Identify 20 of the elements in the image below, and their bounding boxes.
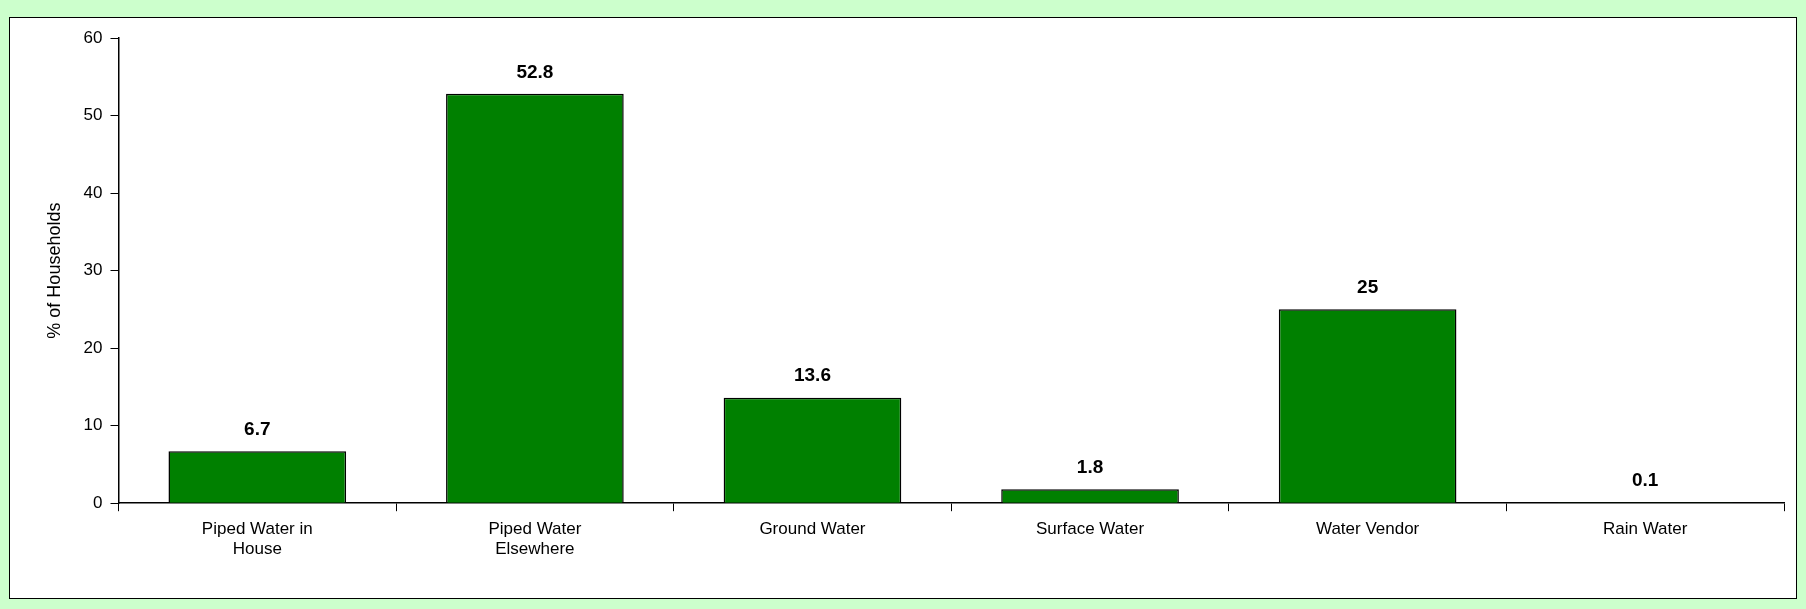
- x-tick-label: Ground Water: [759, 519, 866, 539]
- data-label: 52.8: [516, 60, 554, 82]
- y-tick-label: 10: [83, 415, 103, 435]
- x-tick-label: Piped Water in House: [201, 519, 313, 559]
- y-axis-title: % of Households: [43, 202, 64, 339]
- y-tick-label: 50: [83, 105, 103, 125]
- data-label: 13.6: [793, 364, 831, 386]
- y-tick-label: 20: [83, 337, 103, 357]
- x-tick-label: Surface Water: [1036, 519, 1145, 539]
- data-label: 1.8: [1076, 455, 1104, 477]
- y-tick-label: 40: [83, 182, 103, 202]
- data-label: 25: [1357, 276, 1379, 298]
- y-tick-label: 60: [83, 27, 103, 47]
- x-tick-label: Rain Water: [1603, 519, 1688, 539]
- y-tick-label: 0: [93, 492, 103, 512]
- y-tick-label: 30: [83, 260, 103, 280]
- data-label: 0.1: [1632, 469, 1659, 491]
- x-tick-label: Water Vendor: [1315, 519, 1420, 539]
- data-label: 6.7: [244, 417, 271, 439]
- x-tick-label: Piped Water Elsewhere: [488, 519, 582, 559]
